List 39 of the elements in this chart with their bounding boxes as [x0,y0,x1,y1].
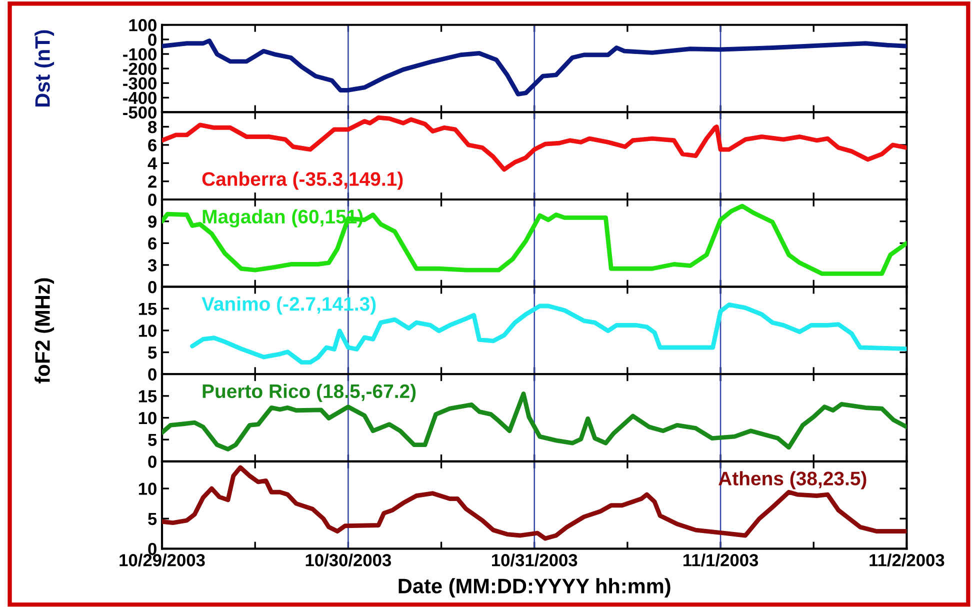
y-tick-label: 2 [148,175,156,188]
line-series [162,38,907,96]
y-tick-label: 15 [138,302,157,316]
y-tick-label: -400 [123,92,156,104]
y-tick-label: 9 [148,215,157,228]
y-tick-label: 10 [138,324,156,337]
y-axis-title: foF2 (MHz) [34,278,54,384]
y-tick-label: 0 [148,368,156,381]
y-tick-label: 0 [148,542,156,556]
x-tick-label: 11/2/2003 [870,554,944,567]
y-tick-label: 6 [148,139,157,152]
x-tick-label: 10/30/2003 [306,554,392,567]
y-axis-title: Dst (nT) [34,30,54,106]
y-tick-label: 5 [148,512,157,526]
line-series [162,115,907,172]
y-tick-label: 5 [148,346,157,359]
y-tick-label: 10 [138,412,156,424]
y-tick-label: 0 [148,34,156,46]
y-tick-label: 3 [148,259,157,272]
y-tick-label: -500 [123,106,156,119]
x-tick-label: 10/31/2003 [492,554,578,567]
y-tick-label: 15 [138,390,157,402]
y-tick-label: 10 [138,482,156,495]
y-tick-label: 8 [148,120,157,134]
y-tick-label: 5 [148,434,157,446]
x-axis-title: Date (MM:DD:YYYY hh:mm) [398,578,670,598]
y-tick-label: -100 [123,48,156,60]
y-tick-label: -200 [123,62,156,75]
y-tick-label: 0 [148,194,156,206]
x-tick-label: 10/29/2003 [120,554,205,567]
y-tick-label: -300 [123,77,156,90]
y-tick-label: 0 [148,456,156,468]
y-tick-label: 4 [148,157,158,170]
y-tick-label: 0 [148,280,156,294]
x-tick-label: 11/1/2003 [683,554,758,567]
y-tick-label: 6 [148,237,157,250]
line-series [162,204,907,276]
y-tick-label: 100 [129,19,156,32]
line-series [162,465,907,541]
